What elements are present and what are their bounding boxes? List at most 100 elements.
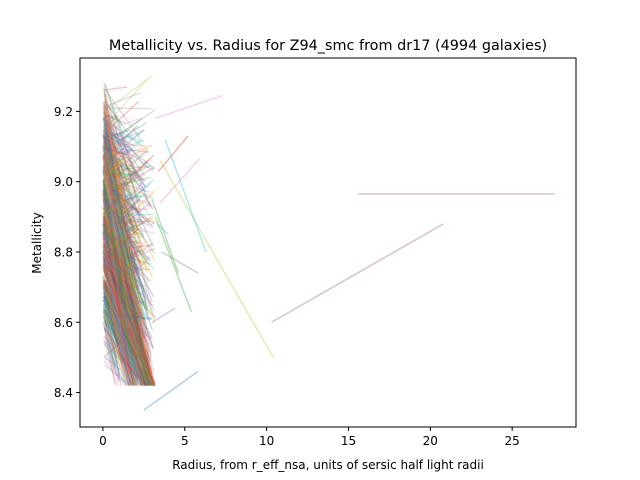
galaxy-gradient-line xyxy=(104,142,119,155)
galaxy-gradient-line xyxy=(103,216,154,242)
galaxy-gradient-line xyxy=(103,208,114,227)
galaxy-gradient-line xyxy=(103,198,132,262)
galaxy-gradient-line xyxy=(102,191,144,329)
galaxy-gradient-line xyxy=(104,231,119,313)
galaxy-gradient-line xyxy=(102,194,127,276)
galaxy-gradient-line xyxy=(102,260,146,386)
galaxy-gradient-line xyxy=(103,136,144,181)
galaxy-gradient-line xyxy=(104,252,138,285)
galaxy-gradient-line xyxy=(102,261,123,357)
galaxy-gradient-line xyxy=(103,232,153,374)
galaxy-gradient-line xyxy=(103,242,132,386)
galaxy-gradient-line xyxy=(104,192,125,216)
galaxy-gradient-line xyxy=(104,121,142,223)
galaxy-gradient-line xyxy=(104,154,139,357)
galaxy-gradient-line xyxy=(104,242,140,386)
galaxy-gradient-line xyxy=(103,229,154,386)
galaxy-gradient-line xyxy=(103,285,154,341)
galaxy-gradient-line xyxy=(103,196,156,386)
galaxy-gradient-line xyxy=(103,213,128,318)
galaxy-gradient-line xyxy=(103,196,142,327)
galaxy-gradient-line xyxy=(103,286,132,290)
galaxy-gradient-line xyxy=(104,238,134,267)
galaxy-gradient-line xyxy=(103,190,156,239)
galaxy-gradient-line xyxy=(104,132,126,148)
galaxy-gradient-line xyxy=(104,243,144,277)
galaxy-gradient-line xyxy=(102,186,113,219)
galaxy-gradient-line xyxy=(102,190,121,252)
galaxy-gradient-line xyxy=(104,221,146,241)
galaxy-gradient-line xyxy=(103,180,112,187)
galaxy-gradient-line xyxy=(103,167,142,217)
galaxy-gradient-line xyxy=(103,254,126,329)
galaxy-gradient-line xyxy=(105,180,153,198)
galaxy-gradient-line xyxy=(104,216,145,250)
galaxy-gradient-line xyxy=(102,229,123,346)
galaxy-gradient-line xyxy=(102,242,129,266)
galaxy-gradient-line xyxy=(104,104,120,131)
galaxy-gradient-line-outlier xyxy=(155,94,223,120)
galaxy-gradient-line xyxy=(103,281,147,386)
galaxy-gradient-line xyxy=(102,116,146,188)
galaxy-gradient-line xyxy=(102,234,146,386)
galaxy-gradient-line xyxy=(104,160,148,386)
galaxy-gradient-line xyxy=(102,226,135,318)
galaxy-gradient-line xyxy=(104,214,154,348)
galaxy-gradient-line xyxy=(104,181,124,256)
galaxy-gradient-line xyxy=(103,288,146,357)
galaxy-gradient-line xyxy=(102,176,155,254)
galaxy-gradient-line xyxy=(102,166,132,235)
galaxy-gradient-line xyxy=(103,221,125,238)
galaxy-gradient-line xyxy=(104,113,115,136)
galaxy-gradient-line xyxy=(103,129,116,189)
galaxy-gradient-line xyxy=(104,171,123,211)
galaxy-gradient-line xyxy=(103,248,148,337)
galaxy-gradient-line xyxy=(102,194,151,262)
galaxy-gradient-line xyxy=(103,111,123,125)
galaxy-gradient-line xyxy=(102,196,115,262)
galaxy-gradient-line xyxy=(104,193,125,198)
galaxy-gradient-line xyxy=(102,180,140,275)
galaxy-gradient-line xyxy=(102,246,149,386)
galaxy-gradient-line-outlier xyxy=(143,370,199,411)
galaxy-gradient-line xyxy=(102,163,124,183)
galaxy-gradient-line xyxy=(103,124,114,160)
galaxy-gradient-line xyxy=(104,250,113,263)
galaxy-gradient-line xyxy=(103,110,127,196)
galaxy-gradient-line xyxy=(103,278,143,386)
galaxy-gradient-line xyxy=(103,327,143,386)
galaxy-gradient-line xyxy=(104,135,133,164)
galaxy-gradient-line xyxy=(104,179,115,218)
galaxy-gradient-line xyxy=(102,155,146,343)
galaxy-gradient-line xyxy=(102,296,132,386)
galaxy-gradient-line xyxy=(103,281,132,385)
galaxy-gradient-line xyxy=(103,293,144,303)
galaxy-gradient-line xyxy=(103,136,154,247)
galaxy-gradient-line xyxy=(103,182,142,338)
galaxy-gradient-line xyxy=(103,265,148,386)
galaxy-gradient-line xyxy=(103,318,121,326)
galaxy-gradient-line xyxy=(102,204,136,302)
galaxy-gradient-line xyxy=(102,218,149,386)
galaxy-gradient-line xyxy=(104,271,143,386)
galaxy-gradient-line xyxy=(102,128,131,208)
galaxy-gradient-line xyxy=(104,268,115,307)
galaxy-gradient-line xyxy=(103,179,146,227)
galaxy-gradient-line xyxy=(104,281,136,353)
galaxy-gradient-line xyxy=(104,259,143,303)
galaxy-gradient-line xyxy=(104,208,118,243)
galaxy-gradient-line xyxy=(103,170,135,177)
galaxy-gradient-line xyxy=(104,169,125,186)
galaxy-gradient-line xyxy=(104,288,133,386)
galaxy-gradient-line xyxy=(104,208,143,386)
galaxy-gradient-line xyxy=(104,258,127,334)
galaxy-gradient-line xyxy=(104,192,115,200)
galaxy-gradient-line xyxy=(102,226,118,290)
galaxy-gradient-line xyxy=(104,207,146,340)
galaxy-gradient-line xyxy=(104,255,134,292)
galaxy-gradient-line xyxy=(104,266,133,290)
galaxy-gradient-line xyxy=(102,196,142,235)
galaxy-gradient-line xyxy=(103,162,137,258)
galaxy-gradient-line xyxy=(103,144,140,318)
galaxy-gradient-line xyxy=(102,180,116,248)
